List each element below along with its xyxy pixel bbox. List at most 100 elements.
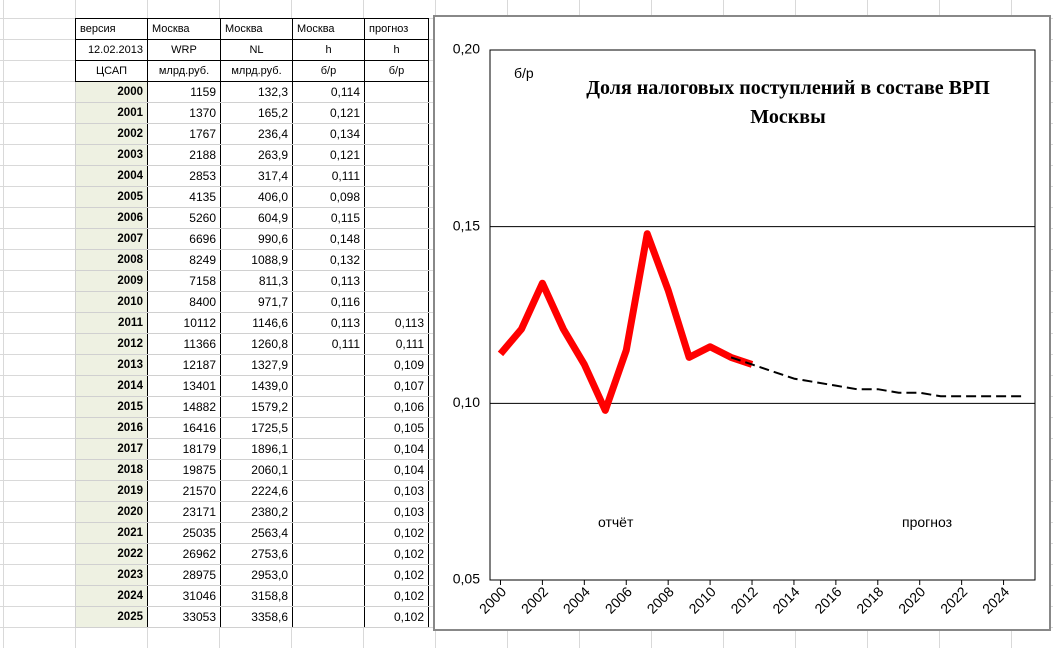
table-cell: 2006 <box>75 207 148 229</box>
data-row: 2011 10112 1146,6 0,113 0,113 <box>75 312 429 334</box>
table-cell: 31046 <box>147 585 221 607</box>
table-cell: 2016 <box>75 417 148 439</box>
table-cell: 2025 <box>75 606 148 628</box>
table-cell: 26962 <box>147 543 221 565</box>
table-cell: 165,2 <box>220 102 293 124</box>
table-cell: 2017 <box>75 438 148 460</box>
table-cell: 2020 <box>75 501 148 523</box>
data-line <box>497 230 754 414</box>
table-cell: 0,134 <box>292 123 365 145</box>
plot-area <box>489 49 1036 581</box>
x-tick-label: 2004 <box>560 583 593 616</box>
table-cell: 1159 <box>147 81 221 103</box>
x-tick-label: 2000 <box>476 583 509 616</box>
data-row: 2019 21570 2224,6 0,103 <box>75 480 429 502</box>
table-cell: 1260,8 <box>220 333 293 355</box>
x-tick-label: 2024 <box>979 583 1012 616</box>
table-cell: 2005 <box>75 186 148 208</box>
table-cell: 0,107 <box>364 375 429 397</box>
table-cell: 2019 <box>75 480 148 502</box>
header-row: 12.02.2013 WRP NL h h <box>75 39 429 61</box>
x-tick-label: 2016 <box>811 583 844 616</box>
table-cell: 2012 <box>75 333 148 355</box>
table-cell: млрд.руб. <box>147 60 221 82</box>
table-cell: 33053 <box>147 606 221 628</box>
data-row: 2024 31046 3158,8 0,102 <box>75 585 429 607</box>
table-cell: 8249 <box>147 249 221 271</box>
table-cell: 1896,1 <box>220 438 293 460</box>
data-row: 2020 23171 2380,2 0,103 <box>75 501 429 523</box>
table-cell: 2007 <box>75 228 148 250</box>
y-tick-label: 0,10 <box>453 394 480 410</box>
table-cell: 12.02.2013 <box>75 39 148 61</box>
x-tick-label: 2020 <box>895 583 928 616</box>
data-row: 2023 28975 2953,0 0,102 <box>75 564 429 586</box>
data-row: 2001 1370 165,2 0,121 <box>75 102 429 124</box>
x-tick-label: 2006 <box>602 583 635 616</box>
table-cell: прогноз <box>364 18 429 40</box>
header-row: версия Москва Москва Москва прогноз <box>75 18 429 40</box>
table-cell: 2003 <box>75 144 148 166</box>
table-cell: 19875 <box>147 459 221 481</box>
table-cell: 2004 <box>75 165 148 187</box>
data-row: 2018 19875 2060,1 0,104 <box>75 459 429 481</box>
table-cell: 2009 <box>75 270 148 292</box>
table-cell: 0,106 <box>364 396 429 418</box>
data-row: 2025 33053 3358,6 0,102 <box>75 606 429 628</box>
y-tick-label: 0,05 <box>453 571 480 587</box>
annotation: отчёт <box>598 514 634 530</box>
table-cell: млрд.руб. <box>220 60 293 82</box>
x-tick-label: 2022 <box>937 583 970 616</box>
y-unit: б/р <box>514 65 534 81</box>
table-cell: 2010 <box>75 291 148 313</box>
table-cell: 0,111 <box>364 333 429 355</box>
table-cell: 0,102 <box>364 606 429 628</box>
table-cell: 0,121 <box>292 102 365 124</box>
annotation: прогноз <box>902 514 952 530</box>
data-row: 2017 18179 1896,1 0,104 <box>75 438 429 460</box>
data-row: 2006 5260 604,9 0,115 <box>75 207 429 229</box>
table-cell: 0,098 <box>292 186 365 208</box>
x-tick-label: 2008 <box>644 583 677 616</box>
y-tick-label: 0,20 <box>453 41 480 57</box>
x-tick-label: 2010 <box>685 583 718 616</box>
table-cell: 2008 <box>75 249 148 271</box>
data-row: 2005 4135 406,0 0,098 <box>75 186 429 208</box>
table-cell: 16416 <box>147 417 221 439</box>
data-table: версия Москва Москва Москва прогноз 12.02.201… <box>75 18 429 628</box>
table-cell: 0,116 <box>292 291 365 313</box>
table-cell: 2024 <box>75 585 148 607</box>
data-line <box>730 356 1025 398</box>
table-cell: 236,4 <box>220 123 293 145</box>
data-row: 2000 1159 132,3 0,114 <box>75 81 429 103</box>
table-cell: 2021 <box>75 522 148 544</box>
table-cell: 0,115 <box>292 207 365 229</box>
data-row: 2016 16416 1725,5 0,105 <box>75 417 429 439</box>
table-cell: 990,6 <box>220 228 293 250</box>
data-row: 2007 6696 990,6 0,148 <box>75 228 429 250</box>
table-cell: 2015 <box>75 396 148 418</box>
data-row: 2012 11366 1260,8 0,111 0,111 <box>75 333 429 355</box>
table-cell: 2000 <box>75 81 148 103</box>
table-cell: 0,102 <box>364 522 429 544</box>
table-cell: 5260 <box>147 207 221 229</box>
x-tick-label: 2018 <box>853 583 886 616</box>
table-cell: 4135 <box>147 186 221 208</box>
table-cell: WRP <box>147 39 221 61</box>
chart-title: Доля налоговых поступлений в составе ВРП… <box>586 77 990 128</box>
data-row: 2013 12187 1327,9 0,109 <box>75 354 429 376</box>
table-cell: 2380,2 <box>220 501 293 523</box>
header-row: ЦСАП млрд.руб. млрд.руб. б/р б/р <box>75 60 429 82</box>
table-cell: 0,121 <box>292 144 365 166</box>
table-cell: 3358,6 <box>220 606 293 628</box>
x-tick-label: 2002 <box>518 583 551 616</box>
data-row: 2010 8400 971,7 0,116 <box>75 291 429 313</box>
table-cell: 25035 <box>147 522 221 544</box>
table-cell: 1767 <box>147 123 221 145</box>
x-tick-label: 2012 <box>727 583 760 616</box>
table-cell: 2011 <box>75 312 148 334</box>
x-tick-label: 2014 <box>769 583 802 616</box>
table-cell: 1327,9 <box>220 354 293 376</box>
